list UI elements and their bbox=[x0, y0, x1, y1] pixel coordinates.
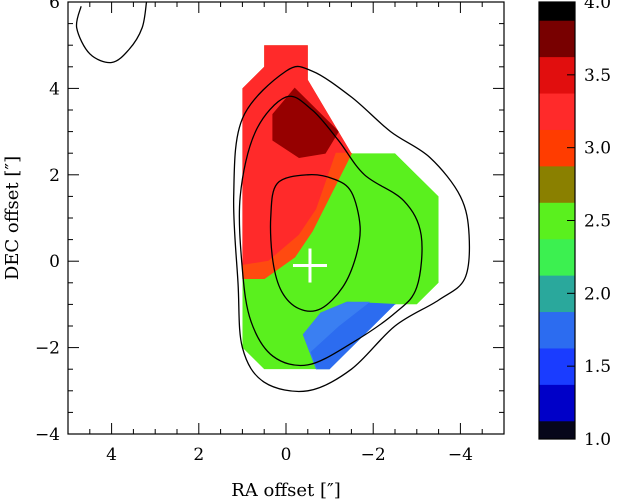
colorbar-tick-label: 2.0 bbox=[584, 284, 611, 304]
x-tick-label: 2 bbox=[193, 445, 204, 465]
x-tick-label: −2 bbox=[361, 445, 386, 465]
colorbar-tick-label: 3.5 bbox=[584, 66, 611, 86]
center-cross-marker bbox=[292, 248, 327, 283]
map-zone-lightblue bbox=[302, 301, 371, 370]
contour-lines bbox=[75, 2, 471, 393]
colorbar-tick-label: 1.5 bbox=[584, 357, 611, 377]
colorbar-band bbox=[539, 93, 575, 130]
y-tick-label: 0 bbox=[49, 252, 60, 272]
x-tick-label: 4 bbox=[106, 445, 117, 465]
colorbar-band bbox=[539, 2, 575, 21]
colorbar-tick-label: 3.0 bbox=[584, 139, 611, 159]
colorbar-tick-label: 1.0 bbox=[584, 430, 611, 450]
colorbar-tick-label: 4.0 bbox=[584, 0, 611, 13]
y-tick-label: −2 bbox=[35, 339, 60, 359]
colorbar-band bbox=[539, 165, 575, 203]
colorbar-tick-label: 2.5 bbox=[584, 212, 611, 232]
colorbar-band bbox=[539, 238, 575, 276]
colorbar-band bbox=[539, 420, 575, 440]
map-zone-orange-red bbox=[242, 152, 353, 279]
y-tick-label: 6 bbox=[49, 0, 60, 13]
y-tick-label: −4 bbox=[35, 425, 60, 445]
map-zone-darkred bbox=[272, 87, 339, 159]
y-tick-label: 2 bbox=[49, 166, 60, 186]
x-axis-title: RA offset [″] bbox=[231, 480, 341, 501]
contour-line-1 bbox=[232, 65, 471, 393]
contour-line-3 bbox=[269, 174, 361, 312]
colorbar-band bbox=[539, 20, 575, 58]
colorbar: 1.0 1.5 2.0 2.5 3.0 3.5 4.0 bbox=[538, 0, 611, 450]
x-tick-label: 0 bbox=[281, 445, 292, 465]
axes: 4 2 0 −2 −4 −4 −2 0 2 4 6 bbox=[35, 0, 505, 465]
colorbar-band bbox=[539, 311, 575, 349]
contour-line-2 bbox=[238, 95, 423, 367]
contour-line-4 bbox=[75, 2, 148, 64]
y-tick-label: 4 bbox=[49, 79, 60, 99]
colorbar-band bbox=[539, 384, 575, 422]
y-axis-title: DEC offset [″] bbox=[2, 156, 23, 280]
velocity-map bbox=[242, 45, 439, 370]
x-tick-label: −4 bbox=[448, 445, 473, 465]
